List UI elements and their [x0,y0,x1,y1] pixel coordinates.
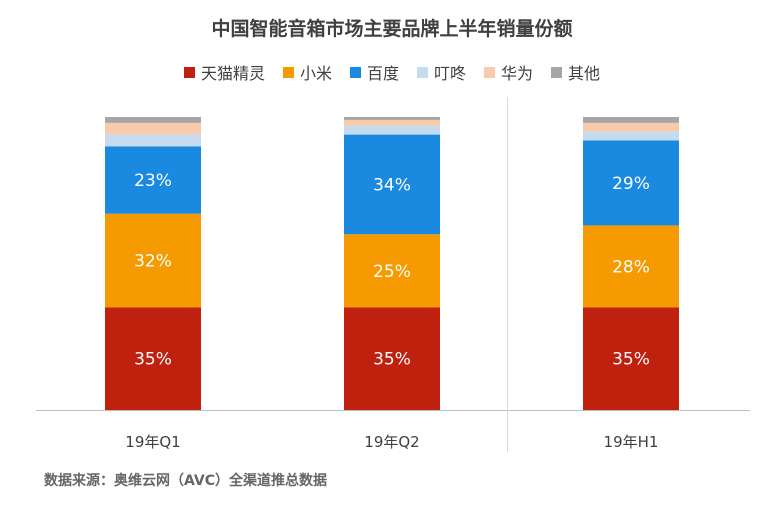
bar-segment-2-0 [583,307,679,410]
bar-segment-0-2 [105,146,201,214]
legend-item-4: 华为 [484,60,533,84]
legend-item-2: 百度 [349,60,399,84]
bar-segment-2-1 [583,225,679,308]
legend-label-3: 叮咚 [434,64,467,83]
legend-label-0: 天猫精灵 [200,64,265,83]
data-label-1-0: 35% [373,350,411,370]
bar-segment-1-4 [344,119,440,126]
legend-label-5: 其他 [568,64,601,83]
legend-item-1: 小米 [282,60,332,84]
data-label-1-1: 25% [373,262,411,282]
data-label-2-0: 35% [612,350,650,370]
source-note: 数据来源：奥维云网（AVC）全渠道推总数据 [44,473,327,489]
legend-swatch-2 [349,66,361,78]
bar-segment-0-5 [105,117,201,123]
legend-swatch-1 [282,66,294,78]
bar-segment-1-2 [344,134,440,235]
data-label-0-0: 35% [134,350,172,370]
bar-segment-1-0 [344,307,440,410]
bar-segment-0-0 [105,307,201,410]
bar-segment-0-4 [105,122,201,135]
bar-segment-1-5 [344,117,440,120]
legend-swatch-0 [183,66,195,78]
legend-swatch-3 [417,66,428,78]
chart-title: 中国智能音箱市场主要品牌上半年销量份额 [211,18,573,40]
data-label-2-1: 28% [612,257,650,277]
bar-segment-2-2 [583,140,679,226]
data-label-0-1: 32% [134,252,172,272]
legend-label-4: 华为 [501,64,534,83]
legend-label-1: 小米 [299,64,332,83]
legend-item-3: 叮咚 [417,60,466,84]
data-label-1-2: 34% [373,175,411,195]
legend-item-5: 其他 [551,60,600,84]
legend-item-0: 天猫精灵 [183,60,265,84]
x-tick-label-1: 19年Q2 [364,433,419,451]
legend-label-2: 百度 [366,64,399,83]
bar-segment-0-1 [105,213,201,308]
bar-segment-0-3 [105,134,201,147]
x-tick-label-0: 19年Q1 [125,433,180,451]
bar-segment-2-3 [583,131,679,141]
bar-segment-2-4 [583,122,679,132]
legend-swatch-4 [484,66,496,78]
bar-segment-2-5 [583,117,679,123]
legend: 天猫精灵 小米 百度 叮咚 华为 其他 [0,60,784,84]
bar-segment-1-3 [344,125,440,135]
data-label-2-2: 29% [612,174,650,194]
bar-segment-1-1 [344,234,440,308]
legend-swatch-5 [551,66,563,78]
data-label-0-2: 23% [134,171,172,191]
x-tick-label-2: 19年H1 [604,433,659,451]
